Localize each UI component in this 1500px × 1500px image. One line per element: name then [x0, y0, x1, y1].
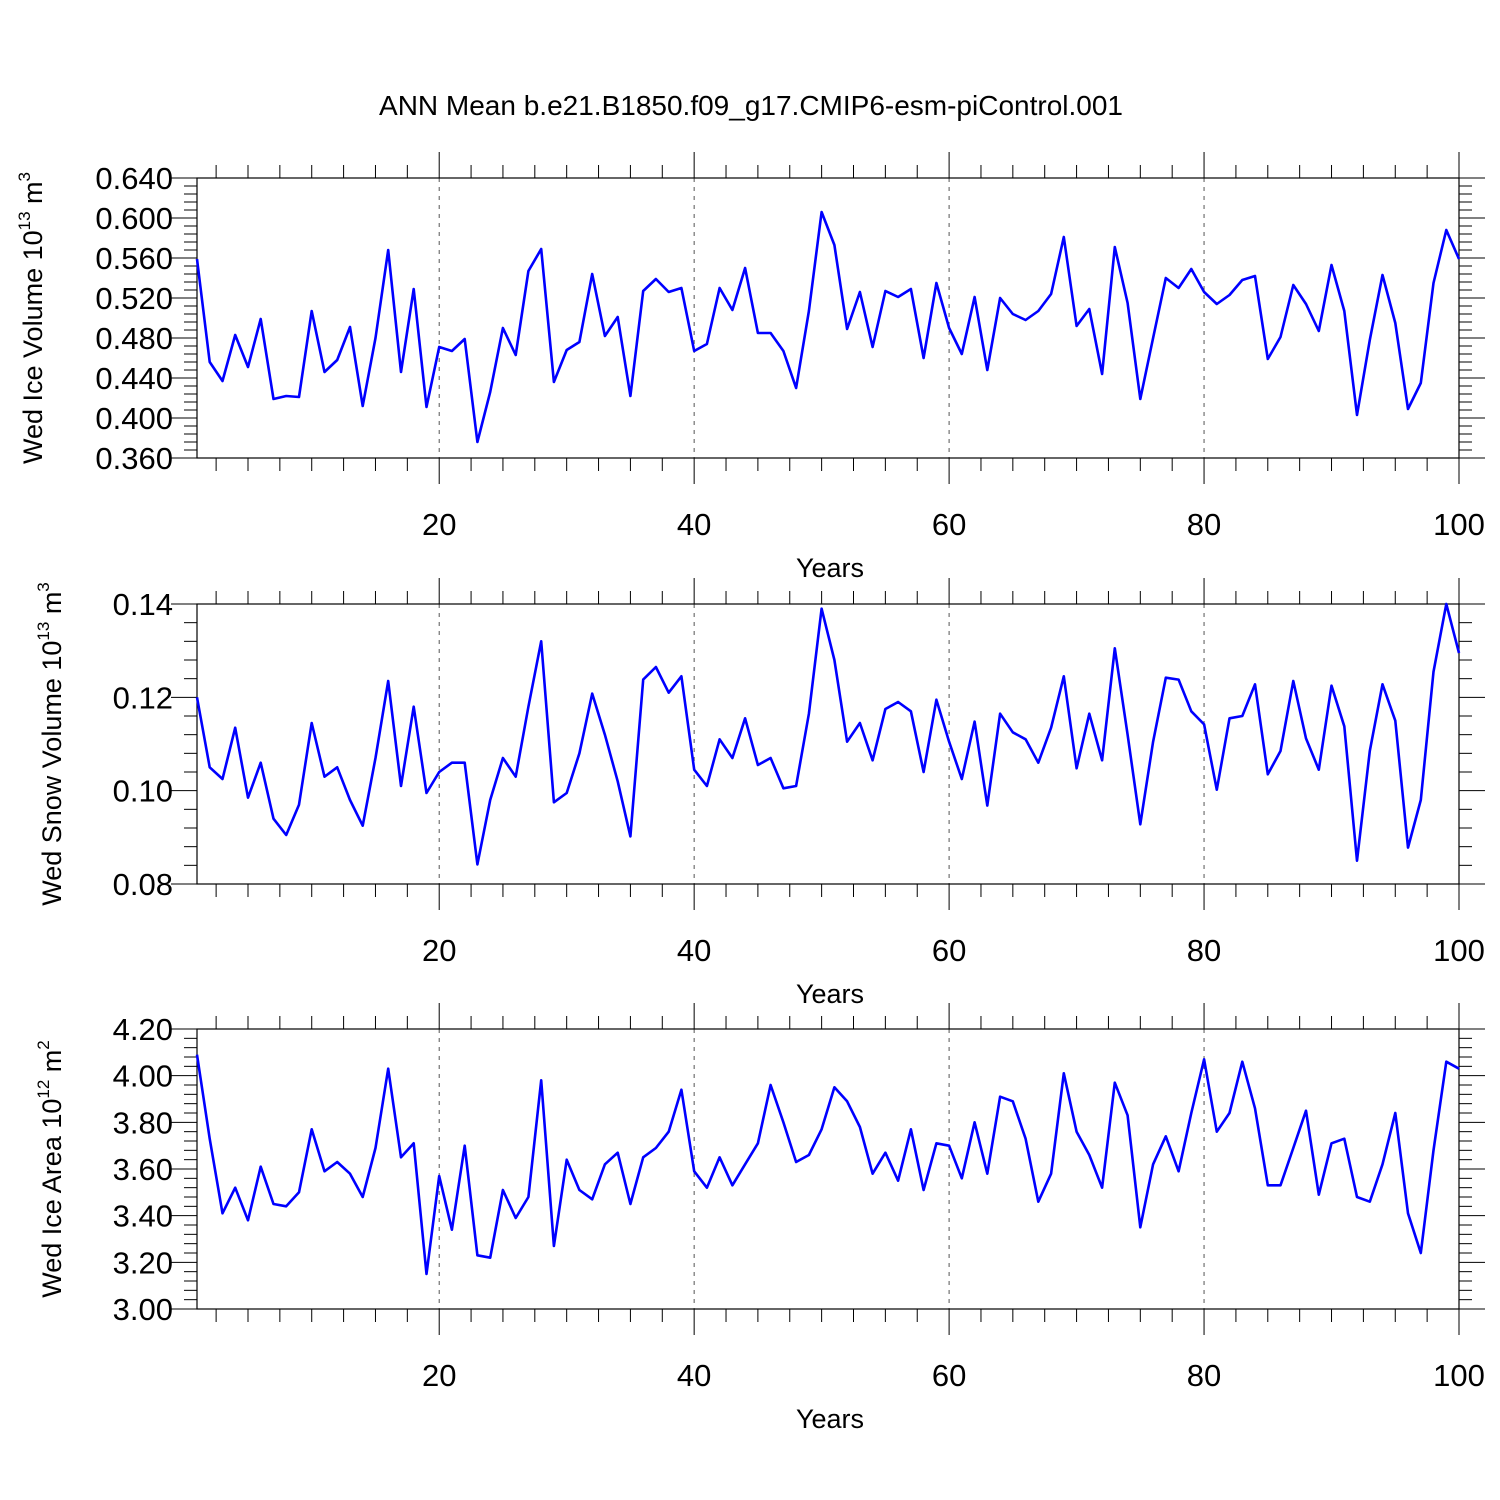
- ice-volume-panel: 0.360 0.400 0.440 0.480 0.520 0.560 0.600 0.640…: [15, 152, 1485, 583]
- y-axis-label-exponent: 13: [34, 622, 53, 641]
- y-tick-label: 0.600: [95, 201, 173, 236]
- snow-volume-panel: 0.08 0.10 0.12 0.14 20 40 60 80 100 Years Wed Snow…: [34, 578, 1485, 1009]
- y-axis-label-unit-power: 3: [15, 172, 34, 181]
- y-tick-label: 0.08: [113, 867, 173, 902]
- y-axis-label-unit-power: 2: [34, 1040, 53, 1049]
- plot-frame: [196, 603, 1460, 885]
- figure-title: ANN Mean b.e21.B1850.f09_g17.CMIP6-esm-p…: [379, 90, 1123, 121]
- series-line-snow-volume: [195, 602, 1461, 866]
- y-axis-label-exponent: 12: [34, 1080, 53, 1099]
- y-tick-label: 3.60: [113, 1152, 173, 1187]
- y-axis-label-unit: m: [37, 1050, 67, 1080]
- plot-frame: [196, 1028, 1460, 1310]
- y-axis-label-text: Wed Ice Area 10: [37, 1099, 67, 1298]
- x-tick-label: 20: [422, 1358, 456, 1393]
- y-tick-label: 0.640: [95, 161, 173, 196]
- x-tick-label: 80: [1187, 507, 1221, 542]
- x-tick-label: 100: [1433, 933, 1485, 968]
- x-tick-label: 80: [1187, 933, 1221, 968]
- y-tick-label: 3.00: [113, 1292, 173, 1327]
- series-line-ice-area: [195, 1054, 1460, 1276]
- y-axis-label-unit: m: [37, 592, 67, 622]
- y-tick-label: 3.40: [113, 1199, 173, 1234]
- x-axis-label: Years: [796, 1404, 864, 1434]
- y-axis-label-unit-power: 3: [34, 582, 53, 591]
- y-tick-label: 0.12: [113, 680, 173, 715]
- y-tick-label: 0.440: [95, 361, 173, 396]
- y-axis-label-unit: m: [18, 181, 48, 211]
- series-line-ice-volume: [195, 210, 1461, 444]
- x-tick-label: 60: [932, 1358, 966, 1393]
- y-tick-label: 0.14: [113, 587, 173, 622]
- x-tick-label: 40: [677, 933, 711, 968]
- x-tick-label: 80: [1187, 1358, 1221, 1393]
- ice-area-panel: 3.00 3.20 3.40 3.60 3.80 4.00 4.20 20 40 60 80 100 Y…: [34, 1003, 1485, 1434]
- x-axis-label: Years: [796, 979, 864, 1009]
- y-axis-label: Wed Ice Volume 1013 m3: [15, 172, 48, 464]
- y-tick-label: 0.480: [95, 321, 173, 356]
- x-tick-label: 60: [932, 507, 966, 542]
- y-tick-label: 0.400: [95, 401, 173, 436]
- x-tick-label: 60: [932, 933, 966, 968]
- y-axis-label-text: Wed Snow Volume 10: [37, 641, 67, 906]
- x-tick-label: 40: [677, 507, 711, 542]
- y-tick-label: 0.360: [95, 441, 173, 476]
- y-tick-label: 4.00: [113, 1059, 173, 1094]
- y-tick-label: 0.520: [95, 281, 173, 316]
- y-tick-label: 3.20: [113, 1245, 173, 1280]
- x-tick-label: 100: [1433, 507, 1485, 542]
- y-axis-label-exponent: 13: [15, 211, 34, 230]
- y-axis-label-text: Wed Ice Volume 10: [18, 230, 48, 464]
- y-tick-label: 3.80: [113, 1105, 173, 1140]
- x-axis-label: Years: [796, 553, 864, 583]
- y-tick-label: 0.10: [113, 774, 173, 809]
- y-axis-label: Wed Snow Volume 1013 m3: [34, 582, 67, 906]
- x-tick-label: 20: [422, 507, 456, 542]
- y-axis-label: Wed Ice Area 1012 m2: [34, 1040, 67, 1298]
- x-tick-label: 100: [1433, 1358, 1485, 1393]
- x-tick-label: 20: [422, 933, 456, 968]
- y-tick-label: 0.560: [95, 241, 173, 276]
- y-tick-label: 4.20: [113, 1012, 173, 1047]
- x-tick-label: 40: [677, 1358, 711, 1393]
- plot-frame: [196, 177, 1460, 459]
